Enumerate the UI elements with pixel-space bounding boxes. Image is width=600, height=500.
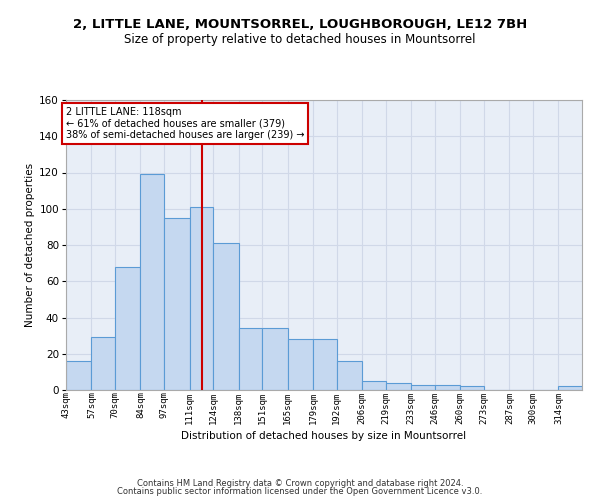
Bar: [337, 361, 362, 390]
Bar: [213, 243, 239, 390]
Bar: [435, 384, 460, 390]
Bar: [559, 386, 582, 390]
X-axis label: Distribution of detached houses by size in Mountsorrel: Distribution of detached houses by size …: [181, 430, 467, 440]
Bar: [287, 339, 313, 390]
Bar: [411, 384, 435, 390]
Text: Contains HM Land Registry data © Crown copyright and database right 2024.: Contains HM Land Registry data © Crown c…: [137, 478, 463, 488]
Y-axis label: Number of detached properties: Number of detached properties: [25, 163, 35, 327]
Bar: [362, 381, 386, 390]
Bar: [91, 338, 115, 390]
Text: 2 LITTLE LANE: 118sqm
← 61% of detached houses are smaller (379)
38% of semi-det: 2 LITTLE LANE: 118sqm ← 61% of detached …: [66, 108, 305, 140]
Bar: [164, 218, 190, 390]
Bar: [239, 328, 262, 390]
Text: Size of property relative to detached houses in Mountsorrel: Size of property relative to detached ho…: [124, 32, 476, 46]
Bar: [115, 267, 140, 390]
Bar: [262, 328, 287, 390]
Bar: [313, 339, 337, 390]
Text: Contains public sector information licensed under the Open Government Licence v3: Contains public sector information licen…: [118, 487, 482, 496]
Bar: [140, 174, 164, 390]
Bar: [66, 361, 91, 390]
Bar: [190, 207, 213, 390]
Bar: [460, 386, 484, 390]
Text: 2, LITTLE LANE, MOUNTSORREL, LOUGHBOROUGH, LE12 7BH: 2, LITTLE LANE, MOUNTSORREL, LOUGHBOROUG…: [73, 18, 527, 30]
Bar: [386, 383, 411, 390]
